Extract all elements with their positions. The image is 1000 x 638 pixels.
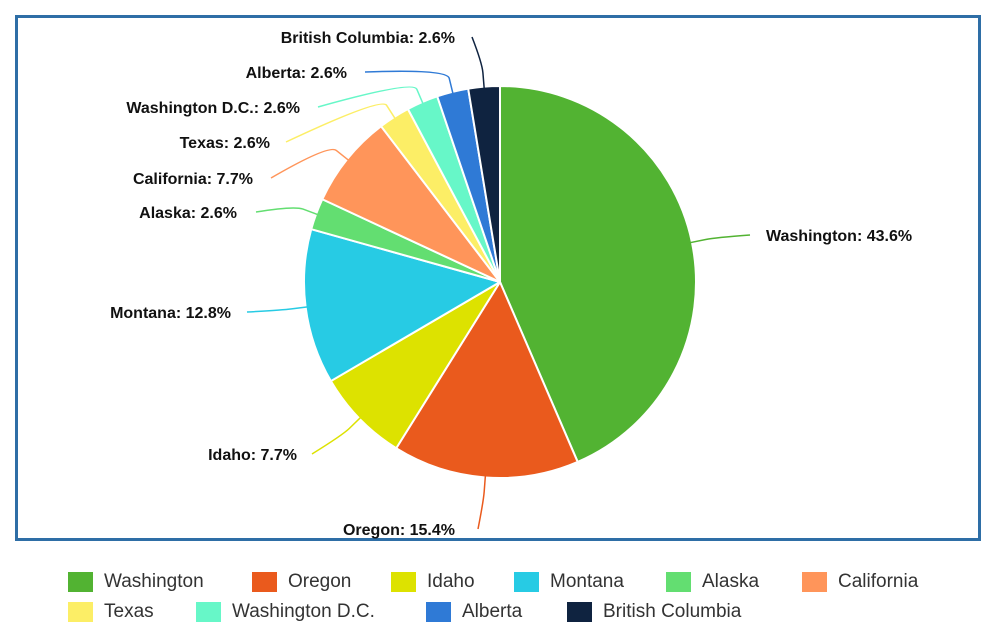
legend-label: Alberta [462, 601, 523, 622]
legend-item-british-columbia[interactable]: British Columbia [567, 600, 741, 624]
slice-label-alberta: Alberta: 2.6% [246, 65, 347, 82]
legend-label: Montana [550, 571, 624, 592]
leader-line-washington-d-c [317, 86, 424, 108]
legend-item-california[interactable]: California [802, 570, 918, 594]
leader-line-montana [246, 306, 308, 313]
leader-line-alaska [255, 207, 319, 216]
legend-swatch [567, 602, 592, 622]
slice-label-washington-d-c: Washington D.C.: 2.6% [126, 100, 300, 117]
legend-label: British Columbia [603, 601, 742, 622]
legend-label: Oregon [288, 571, 352, 592]
slice-label-washington: Washington: 43.6% [766, 228, 912, 245]
leader-line-texas [285, 103, 396, 143]
legend-swatch [68, 572, 93, 592]
legend-swatch [196, 602, 221, 622]
slice-label-oregon: Oregon: 15.4% [343, 522, 455, 539]
leader-line-idaho [311, 416, 362, 455]
legend-item-washington-d-c[interactable]: Washington D.C. [196, 600, 375, 624]
legend-swatch [802, 572, 827, 592]
slice-labels: Washington: 43.6% Oregon: 15.4% Idaho: 7.7… [110, 30, 912, 539]
legend-item-texas[interactable]: Texas [68, 600, 154, 624]
legend-label: Alaska [702, 571, 760, 592]
slice-label-alaska: Alaska: 2.6% [139, 205, 237, 222]
leader-line-british-columbia [471, 36, 485, 89]
slice-label-california: California: 7.7% [133, 171, 253, 188]
leader-line-washington [689, 234, 751, 244]
slice-label-british-columbia: British Columbia: 2.6% [281, 30, 455, 47]
legend-swatch [252, 572, 277, 592]
leader-line-oregon [477, 475, 487, 530]
legend-swatch [68, 602, 93, 622]
legend-label: Idaho [427, 571, 475, 592]
label-leader-lines [246, 36, 751, 530]
pie-slices [303, 85, 697, 479]
legend-label: Texas [104, 601, 154, 622]
slice-label-texas: Texas: 2.6% [180, 135, 270, 152]
legend-item-alaska[interactable]: Alaska [666, 570, 759, 594]
legend-label: Washington D.C. [232, 601, 375, 622]
legend-swatch [426, 602, 451, 622]
legend-item-idaho[interactable]: Idaho [391, 570, 475, 594]
legend-item-washington[interactable]: Washington [68, 570, 204, 594]
legend-swatch [514, 572, 539, 592]
legend-swatch [391, 572, 416, 592]
legend-label: California [838, 571, 919, 592]
legend-label: Washington [104, 571, 204, 592]
leader-line-alberta [364, 70, 454, 94]
legend-item-oregon[interactable]: Oregon [252, 570, 351, 594]
leader-line-california [270, 148, 350, 179]
legend-item-alberta[interactable]: Alberta [426, 600, 522, 624]
legend-item-montana[interactable]: Montana [514, 570, 624, 594]
slice-label-idaho: Idaho: 7.7% [208, 447, 297, 464]
slice-label-montana: Montana: 12.8% [110, 305, 231, 322]
legend-swatch [666, 572, 691, 592]
